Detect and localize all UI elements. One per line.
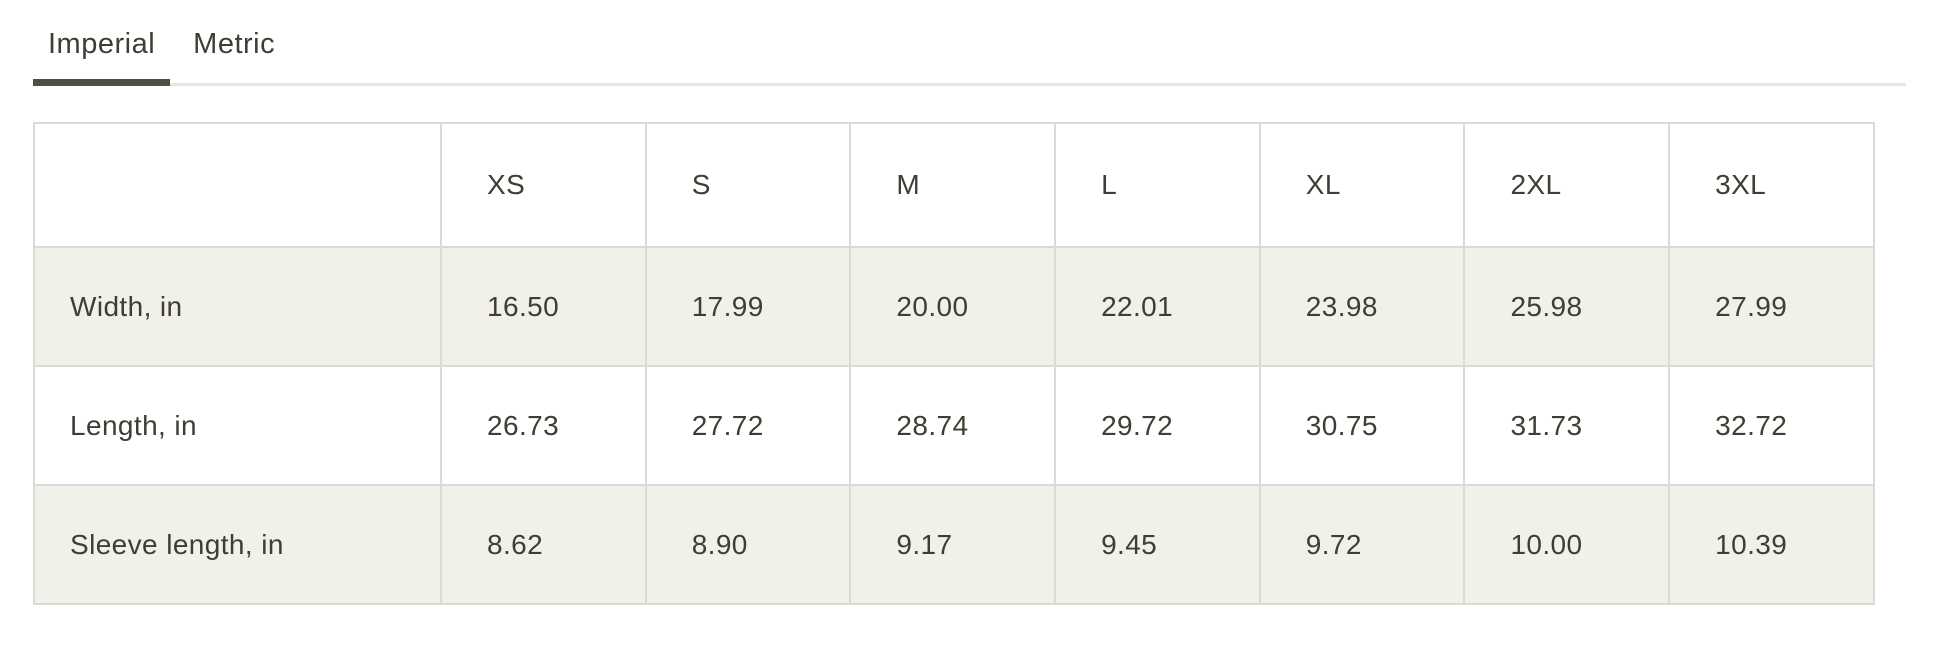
cell-length-l: 29.72 <box>1054 365 1261 486</box>
cell-sleeve-l: 9.45 <box>1054 484 1261 605</box>
cell-width-3xl: 27.99 <box>1668 246 1875 367</box>
table-header-row: XS S M L XL 2XL 3XL <box>33 122 1875 248</box>
cell-width-l: 22.01 <box>1054 246 1261 367</box>
header-cell-3xl: 3XL <box>1668 122 1875 248</box>
row-label: Width, in <box>33 246 442 367</box>
size-chart-panel: Imperial Metric XS S M L XL 2XL 3XL Widt… <box>33 24 1906 605</box>
table-row-sleeve-length: Sleeve length, in 8.62 8.90 9.17 9.45 9.… <box>33 484 1875 605</box>
cell-width-s: 17.99 <box>644 246 852 367</box>
header-cell-empty <box>33 122 442 248</box>
tab-imperial[interactable]: Imperial <box>33 24 171 86</box>
header-cell-xl: XL <box>1258 122 1466 248</box>
cell-width-xs: 16.50 <box>440 246 647 367</box>
cell-sleeve-s: 8.90 <box>644 484 852 605</box>
cell-length-xl: 30.75 <box>1258 365 1466 486</box>
tab-metric[interactable]: Metric <box>193 28 276 60</box>
cell-length-xs: 26.73 <box>440 365 647 486</box>
header-cell-l: L <box>1054 122 1261 248</box>
cell-length-s: 27.72 <box>644 365 852 486</box>
cell-width-xl: 23.98 <box>1258 246 1466 367</box>
row-label: Sleeve length, in <box>33 484 442 605</box>
header-cell-m: M <box>849 122 1057 248</box>
header-cell-s: S <box>644 122 852 248</box>
cell-sleeve-3xl: 10.39 <box>1668 484 1875 605</box>
cell-width-m: 20.00 <box>849 246 1057 367</box>
unit-tabs: Imperial Metric <box>33 24 1906 86</box>
cell-length-2xl: 31.73 <box>1463 365 1671 486</box>
cell-length-3xl: 32.72 <box>1668 365 1875 486</box>
cell-sleeve-xs: 8.62 <box>440 484 647 605</box>
cell-sleeve-m: 9.17 <box>849 484 1057 605</box>
cell-sleeve-xl: 9.72 <box>1258 484 1466 605</box>
header-cell-xs: XS <box>440 122 647 248</box>
cell-sleeve-2xl: 10.00 <box>1463 484 1671 605</box>
table-row-width: Width, in 16.50 17.99 20.00 22.01 23.98 … <box>33 246 1875 367</box>
table-row-length: Length, in 26.73 27.72 28.74 29.72 30.75… <box>33 365 1875 486</box>
header-cell-2xl: 2XL <box>1463 122 1671 248</box>
size-chart-table: XS S M L XL 2XL 3XL Width, in 16.50 17.9… <box>33 122 1875 605</box>
cell-width-2xl: 25.98 <box>1463 246 1671 367</box>
row-label: Length, in <box>33 365 442 486</box>
cell-length-m: 28.74 <box>849 365 1057 486</box>
